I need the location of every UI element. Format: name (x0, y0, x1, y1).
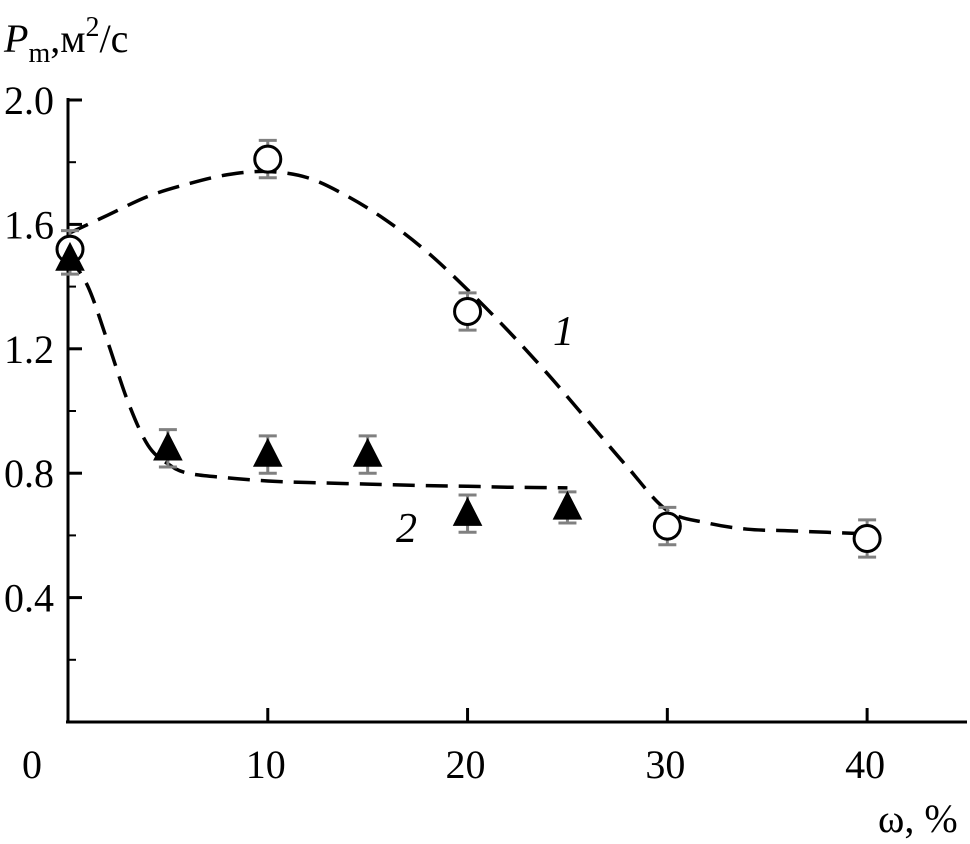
fit-curve-1 (67, 169, 868, 536)
filled-triangle-marker (352, 437, 383, 467)
y-axis-label-symbol: P (3, 16, 28, 61)
x-tick-label: 20 (446, 742, 486, 787)
curve-label-1: 1 (553, 309, 574, 355)
open-circle-marker (852, 524, 882, 554)
y-tick-label: 0.8 (4, 451, 54, 496)
y-axis-label-unit-tail: /с (100, 16, 129, 61)
x-tick-label: 0 (22, 742, 42, 787)
x-axis-label: ω, % (878, 796, 958, 841)
labels: Pm,м2/сω, %12 (3, 12, 958, 841)
x-tick-label: 30 (645, 742, 685, 787)
x-tick-label: 40 (845, 742, 885, 787)
y-axis-label: Pm,м2/с (3, 12, 128, 69)
y-tick-label: 2.0 (4, 78, 54, 123)
open-circle-marker (652, 511, 682, 541)
fit-curve-2 (66, 254, 568, 490)
filled-triangle-marker (552, 490, 583, 520)
x-tick-label: 10 (246, 742, 286, 787)
filled-triangle-marker (452, 496, 483, 526)
y-axis-label-superscript: 2 (86, 12, 100, 43)
error-bars (61, 138, 877, 559)
curve-label-2: 2 (396, 506, 417, 552)
y-tick-label: 1.2 (4, 327, 54, 372)
filled-triangle-marker (252, 437, 283, 467)
filled-triangle-marker (153, 431, 183, 461)
y-axis-label-subscript: m (28, 38, 50, 69)
y-tick-label: 1.6 (4, 202, 54, 247)
filled-triangle-marker (55, 241, 85, 271)
open-circle-marker (453, 296, 483, 326)
y-axis-label-unit: ,м (50, 16, 85, 61)
axes: 0.4 0.8 1.2 1.6 2.0 0 10 20 30 40 (4, 78, 967, 787)
data-markers (55, 144, 882, 554)
y-tick-label: 0.4 (4, 576, 54, 621)
open-circle-marker (253, 144, 283, 174)
fit-curves (66, 169, 868, 536)
